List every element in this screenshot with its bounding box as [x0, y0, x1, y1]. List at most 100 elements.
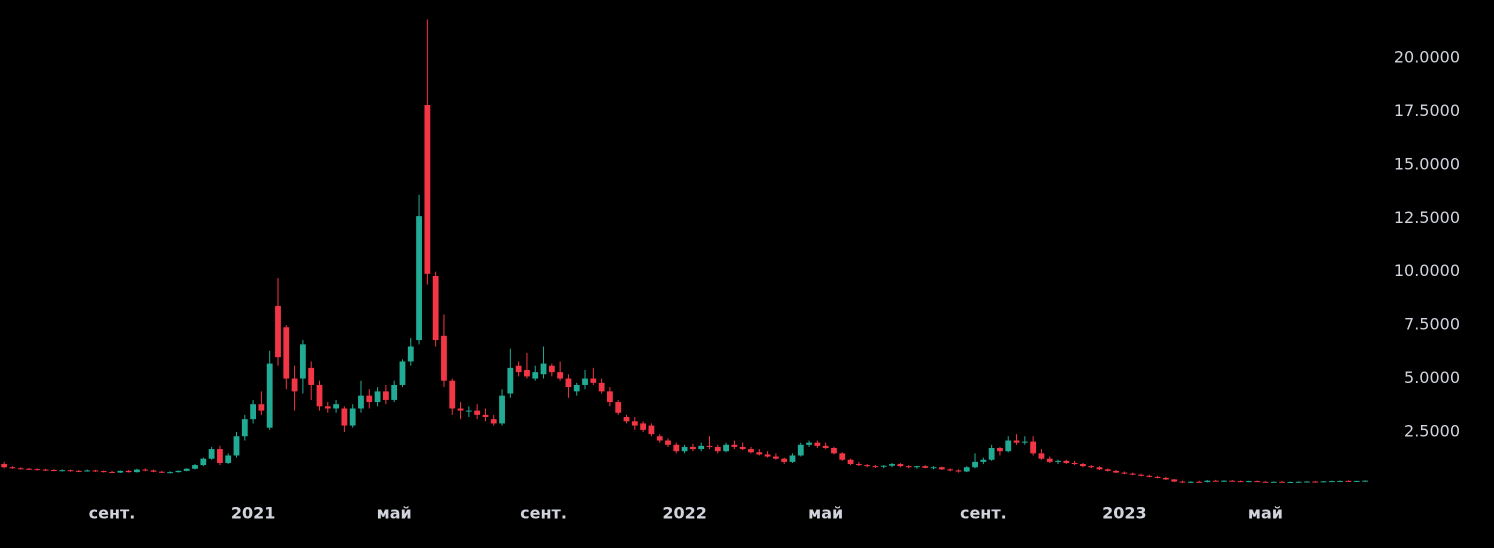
- candle-body: [92, 470, 99, 472]
- candle-body: [1005, 440, 1012, 452]
- candle-body: [416, 216, 422, 341]
- candle-body: [1337, 480, 1344, 482]
- candle-body: [557, 372, 564, 379]
- candle-body: [955, 470, 962, 472]
- candle-body: [797, 444, 804, 456]
- candle-body: [1328, 481, 1335, 483]
- candle-body: [299, 344, 306, 379]
- candle-body: [1279, 481, 1285, 483]
- candle-body: [507, 367, 514, 394]
- candle-body: [665, 440, 671, 445]
- candle-body: [150, 470, 157, 472]
- candle-body: [258, 404, 265, 411]
- candle-body: [980, 459, 987, 462]
- candle-body: [748, 449, 754, 453]
- candle-body: [1254, 481, 1261, 483]
- y-tick-label: 2.5000: [1404, 421, 1460, 440]
- candle-body: [938, 467, 945, 470]
- candle-body: [905, 466, 912, 468]
- candle-body: [449, 380, 456, 409]
- candle-body: [947, 469, 954, 471]
- candle-body: [275, 305, 281, 358]
- candle-body: [225, 455, 232, 463]
- candle-body: [1353, 480, 1360, 482]
- y-tick-label: 15.0000: [1394, 154, 1460, 173]
- candle-body: [723, 444, 730, 452]
- y-tick-label: 10.0000: [1394, 261, 1460, 280]
- candle-body: [266, 363, 273, 428]
- candle-body: [333, 404, 339, 409]
- candle-body: [308, 367, 315, 385]
- candle-body: [1320, 481, 1327, 483]
- candle-body: [316, 384, 323, 407]
- candle-body: [648, 425, 655, 435]
- candle-body: [1146, 475, 1153, 477]
- candle-body: [1138, 474, 1144, 476]
- candle-body: [200, 458, 207, 466]
- candle-body: [532, 372, 539, 379]
- candle-body: [1063, 460, 1070, 463]
- x-tick-label: май: [1248, 504, 1283, 523]
- candle-body: [1071, 462, 1078, 465]
- candle-body: [192, 465, 198, 469]
- candle-body: [241, 419, 248, 437]
- candle-body: [1021, 441, 1028, 443]
- candle-body: [183, 468, 190, 471]
- candle-body: [358, 395, 364, 409]
- candle-body: [656, 436, 663, 441]
- candle-body: [216, 449, 223, 463]
- candle-body: [631, 421, 638, 426]
- candle-body: [855, 464, 862, 466]
- candle-body: [1312, 481, 1319, 483]
- candle-body: [1080, 464, 1086, 467]
- candle-body: [490, 419, 497, 424]
- candle-body: [1171, 479, 1178, 482]
- candle-body: [250, 404, 257, 420]
- candle-body: [582, 378, 588, 385]
- candle-body: [17, 468, 24, 470]
- candle-body: [349, 408, 356, 426]
- candle-body: [1038, 453, 1045, 459]
- candle-body: [1237, 481, 1244, 483]
- candle-body: [756, 452, 763, 455]
- y-tick-label: 7.5000: [1404, 315, 1460, 334]
- candle-body: [441, 335, 447, 381]
- candle-body: [1345, 480, 1352, 482]
- candle-body: [731, 444, 738, 447]
- x-tick-label: май: [377, 504, 412, 523]
- candle-body: [1196, 481, 1203, 483]
- candle-body: [847, 459, 854, 465]
- candle-body: [1304, 481, 1310, 483]
- candle-body: [499, 395, 505, 424]
- x-tick-label: 2022: [662, 504, 707, 523]
- x-tick-label: сент.: [520, 504, 567, 523]
- candle-body: [714, 446, 721, 452]
- y-tick-label: 17.5000: [1394, 101, 1460, 120]
- candle-body: [1113, 470, 1120, 473]
- candle-body: [158, 471, 165, 473]
- candle-body: [34, 469, 41, 471]
- candle-body: [781, 458, 788, 462]
- candle-body: [1221, 480, 1227, 482]
- x-tick-label: сент.: [960, 504, 1007, 523]
- candle-body: [565, 378, 572, 388]
- candle-body: [366, 395, 373, 403]
- candle-body: [1121, 472, 1128, 474]
- candle-body: [897, 464, 904, 467]
- candle-body: [457, 408, 464, 411]
- candle-body: [880, 465, 887, 467]
- candle-body: [739, 446, 746, 450]
- candle-body: [831, 448, 837, 454]
- candle-body: [324, 406, 331, 409]
- candle-body: [1204, 480, 1211, 482]
- candle-body: [764, 454, 771, 457]
- candle-body: [673, 444, 680, 452]
- candle-body: [839, 453, 846, 460]
- candle-body: [1088, 466, 1095, 468]
- candle-body: [109, 471, 115, 473]
- candle-body: [208, 449, 215, 459]
- candle-body: [623, 417, 630, 422]
- candle-body: [465, 410, 472, 412]
